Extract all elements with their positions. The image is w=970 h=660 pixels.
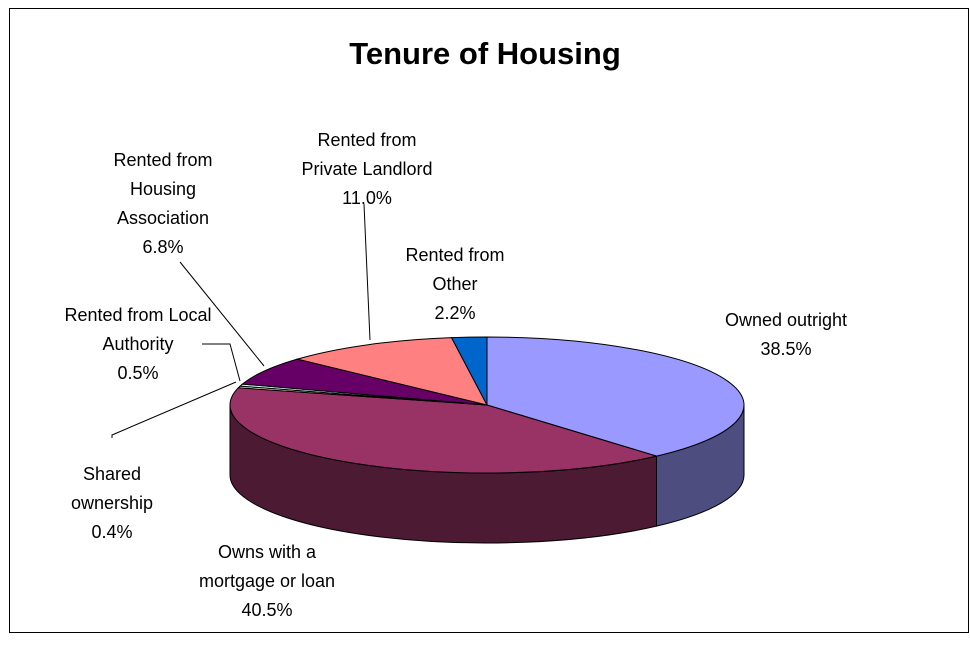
data-label: Rented from Housing Association 6.8% — [101, 146, 226, 262]
category-label: Rented from Private Landlord — [301, 130, 433, 179]
pie-slice — [241, 358, 488, 406]
leader-line — [111, 381, 237, 438]
pie-slice — [295, 337, 488, 406]
data-label: Rented from Local Authority 0.5% — [63, 301, 213, 388]
category-label: Owned outright — [724, 310, 848, 330]
leader-lines — [111, 203, 371, 438]
data-label: Rented from Private Landlord 11.0% — [287, 126, 447, 213]
pie — [229, 336, 745, 544]
value-label: 0.4% — [91, 522, 133, 542]
pie-slice — [486, 336, 745, 457]
category-label: Rented from Local Authority — [64, 305, 212, 354]
value-label: 2.2% — [434, 303, 476, 323]
value-label: 0.5% — [117, 363, 159, 383]
leader-line — [179, 261, 265, 367]
category-label: Owns with a mortgage or loan — [198, 542, 336, 591]
pie-slice — [229, 387, 659, 474]
chart-frame — [9, 8, 969, 633]
category-label: Rented from Other — [405, 245, 505, 294]
data-label: Owned outright 38.5% — [676, 306, 896, 364]
value-label: 6.8% — [142, 237, 184, 257]
data-label: Shared ownership 0.4% — [57, 460, 167, 547]
leader-line — [202, 343, 241, 382]
data-label: Owns with a mortgage or loan 40.5% — [187, 538, 347, 625]
category-label: Shared ownership — [70, 464, 154, 513]
value-label: 38.5% — [760, 339, 812, 359]
value-label: 40.5% — [241, 600, 293, 620]
leader-line — [363, 203, 371, 341]
category-label: Rented from Housing Association — [113, 150, 213, 228]
chart-title: Tenure of Housing — [349, 36, 621, 71]
value-label: 11.0% — [342, 188, 392, 208]
data-label: Rented from Other 2.2% — [395, 241, 515, 328]
pie-slice — [450, 336, 488, 406]
